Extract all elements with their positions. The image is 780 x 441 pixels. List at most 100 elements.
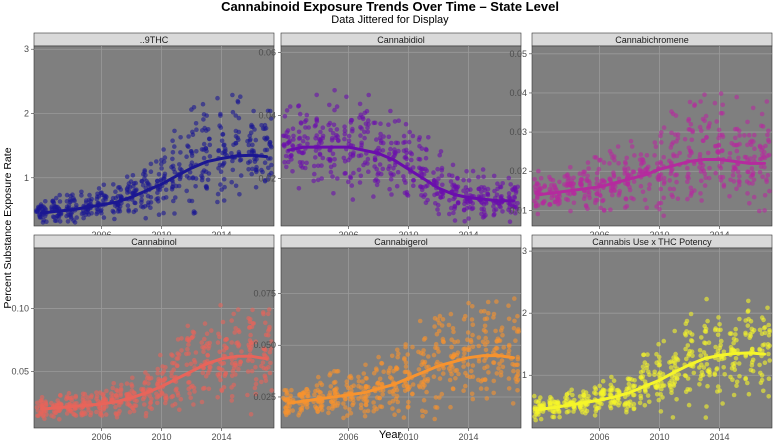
data-point — [328, 371, 333, 376]
data-point — [335, 176, 340, 181]
data-point — [667, 383, 673, 388]
data-point — [313, 404, 318, 409]
data-point — [207, 154, 213, 159]
data-point — [453, 376, 458, 381]
data-point — [145, 193, 151, 199]
data-point — [315, 163, 321, 169]
y-tick-label: 0.10 — [11, 303, 29, 313]
data-point — [766, 152, 772, 158]
data-point — [506, 316, 512, 322]
data-point — [702, 92, 707, 98]
data-point — [146, 182, 152, 187]
data-point — [597, 400, 603, 406]
data-point — [563, 398, 569, 404]
data-point — [296, 149, 302, 155]
data-point — [261, 311, 266, 317]
data-point — [146, 381, 151, 386]
data-point — [667, 186, 673, 192]
data-point — [734, 126, 740, 132]
y-tick-label: 0.02 — [509, 166, 527, 176]
data-point — [238, 359, 243, 365]
data-point — [356, 374, 361, 380]
data-point — [642, 379, 648, 385]
data-point — [365, 129, 371, 135]
data-point — [672, 363, 678, 369]
data-point — [268, 339, 274, 344]
data-point — [642, 403, 648, 408]
data-point — [511, 325, 517, 331]
data-point — [566, 409, 571, 414]
data-point — [536, 168, 541, 174]
data-point — [161, 195, 166, 201]
data-point — [715, 384, 721, 389]
data-point — [448, 179, 454, 184]
data-point — [304, 160, 309, 166]
data-point — [131, 390, 136, 395]
data-point — [346, 157, 351, 163]
data-point — [94, 390, 99, 395]
data-point — [356, 396, 361, 401]
data-point — [688, 185, 694, 191]
data-point — [263, 332, 269, 338]
data-point — [698, 373, 704, 379]
data-point — [246, 342, 251, 348]
data-point — [161, 147, 166, 152]
y-tick-label: 0.02 — [258, 174, 276, 184]
data-point — [703, 175, 708, 180]
data-point — [388, 146, 393, 152]
data-point — [356, 167, 362, 173]
data-point — [311, 163, 317, 169]
data-point — [327, 102, 332, 108]
data-point — [716, 127, 722, 133]
data-point — [358, 402, 364, 408]
data-point — [720, 102, 725, 108]
data-point — [372, 157, 378, 163]
data-point — [690, 364, 696, 369]
data-point — [448, 404, 453, 410]
data-point — [643, 389, 648, 394]
x-tick-label: 2006 — [589, 432, 609, 441]
trend-line — [538, 158, 766, 197]
data-point — [301, 389, 307, 395]
data-point — [542, 183, 547, 188]
data-point — [401, 415, 407, 420]
trend-line — [40, 153, 268, 215]
data-point — [265, 108, 271, 114]
data-point — [598, 391, 603, 396]
data-point — [215, 372, 221, 377]
data-point — [425, 378, 430, 384]
data-point — [735, 169, 741, 175]
data-point — [184, 351, 189, 357]
data-point — [125, 402, 130, 407]
data-point — [750, 357, 756, 363]
data-point — [147, 376, 152, 382]
data-point — [252, 385, 258, 391]
data-point — [578, 177, 584, 183]
data-point — [571, 175, 576, 181]
data-point — [447, 377, 453, 383]
data-point — [566, 175, 572, 181]
data-point — [357, 180, 363, 185]
data-point — [641, 160, 646, 165]
data-point — [206, 171, 212, 176]
data-point — [405, 387, 410, 392]
data-point — [748, 156, 753, 161]
data-point — [269, 388, 275, 393]
data-point — [266, 165, 271, 171]
data-point — [187, 198, 192, 204]
data-point — [532, 393, 537, 399]
data-point — [592, 385, 598, 390]
data-point — [733, 166, 738, 171]
data-point — [386, 134, 392, 140]
data-point — [403, 369, 409, 375]
data-point — [661, 338, 667, 344]
data-point — [331, 191, 336, 196]
data-point — [470, 344, 476, 350]
data-point — [703, 341, 708, 346]
data-point — [331, 122, 337, 128]
data-point — [312, 123, 318, 129]
data-point — [170, 185, 175, 190]
data-point — [390, 398, 396, 404]
data-point — [113, 195, 119, 201]
